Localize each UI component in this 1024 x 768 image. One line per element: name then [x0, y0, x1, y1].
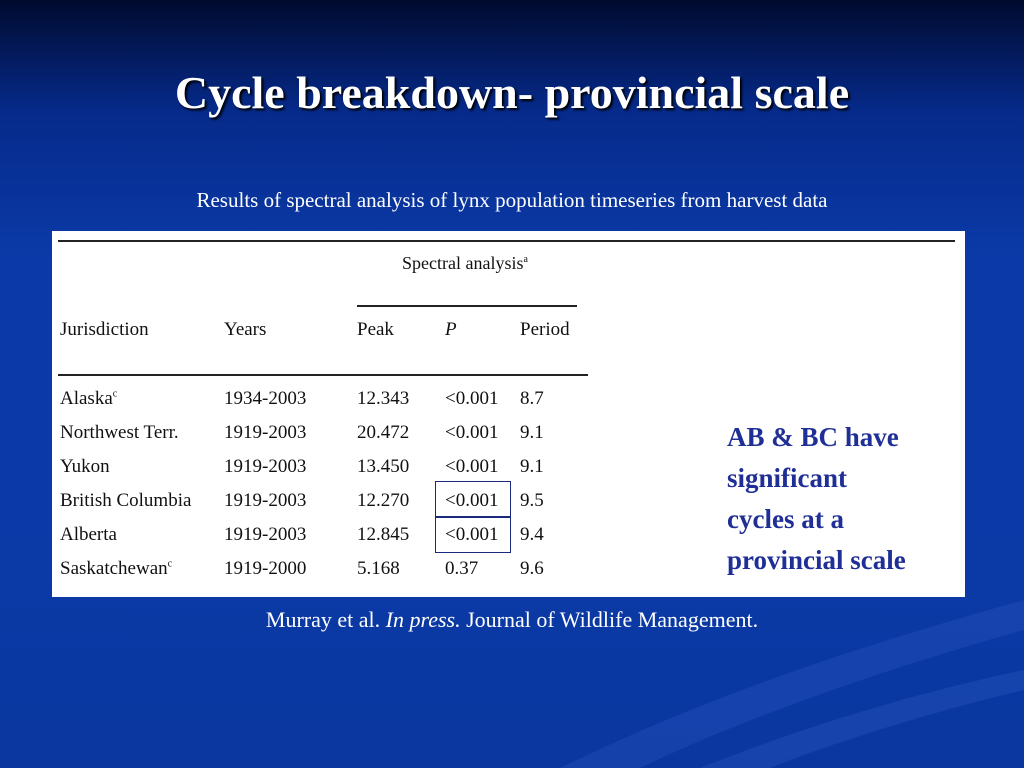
- cell-jurisdiction: Alaskac: [60, 388, 118, 409]
- column-header-p: P: [445, 319, 457, 340]
- cell-p: 0.37: [445, 558, 479, 579]
- callout-line: significant: [727, 463, 848, 493]
- cell-p: <0.001: [445, 388, 499, 409]
- spectral-analysis-header: Spectral analysisa: [402, 253, 528, 273]
- cell-period: 9.1: [520, 422, 544, 443]
- cell-peak: 5.168: [357, 558, 400, 579]
- callout-line: cycles at a: [727, 504, 844, 534]
- citation-journal: Journal of Wildlife Management.: [466, 607, 759, 632]
- callout-text: AB & BC have significant cycles at a pro…: [727, 417, 967, 581]
- cell-period: 9.6: [520, 558, 544, 579]
- cell-p: <0.001: [445, 422, 499, 443]
- column-header-period: Period: [520, 319, 570, 340]
- cell-period: 9.5: [520, 490, 544, 511]
- callout-line: provincial scale: [727, 545, 906, 575]
- cell-years: 1934-2003: [224, 388, 307, 409]
- cell-years: 1919-2003: [224, 422, 307, 443]
- cell-period: 9.1: [520, 456, 544, 477]
- highlight-box-bc: [435, 481, 511, 517]
- column-header-peak: Peak: [357, 319, 394, 340]
- citation-status: In press.: [385, 607, 461, 632]
- cell-peak: 12.343: [357, 388, 410, 409]
- cell-period: 9.4: [520, 524, 544, 545]
- cell-years: 1919-2003: [224, 456, 307, 477]
- cell-jurisdiction: Saskatchewanc: [60, 558, 173, 579]
- cell-years: 1919-2000: [224, 558, 307, 579]
- cell-p: <0.001: [445, 456, 499, 477]
- cell-peak: 13.450: [357, 456, 410, 477]
- header-bottom-rule: [58, 374, 588, 376]
- cell-p: <0.001: [445, 524, 499, 545]
- slide-title: Cycle breakdown- provincial scale: [174, 67, 850, 118]
- cell-peak: 12.270: [357, 490, 410, 511]
- cell-years: 1919-2003: [224, 490, 307, 511]
- group-header-rule: [357, 305, 577, 307]
- table-image-panel: Spectral analysisa Jurisdiction Years Pe…: [52, 231, 965, 597]
- citation-authors: Murray et al.: [265, 607, 381, 632]
- slide-subtitle: Results of spectral analysis of lynx pop…: [196, 188, 828, 212]
- cell-peak: 12.845: [357, 524, 410, 545]
- highlight-box-ab: [435, 517, 511, 553]
- cell-p: <0.001: [445, 490, 499, 511]
- column-header-jurisdiction: Jurisdiction: [60, 319, 149, 340]
- cell-peak: 20.472: [357, 422, 410, 443]
- cell-years: 1919-2003: [224, 524, 307, 545]
- citation: Murray et al. In press. Journal of Wildl…: [0, 607, 1024, 633]
- cell-jurisdiction: Yukon: [60, 456, 110, 477]
- right-arrow-icon: [571, 486, 716, 550]
- cell-jurisdiction: British Columbia: [60, 490, 192, 511]
- cell-jurisdiction: Alberta: [60, 524, 117, 545]
- cell-period: 8.7: [520, 388, 544, 409]
- cell-jurisdiction: Northwest Terr.: [60, 422, 179, 443]
- table-top-rule: [58, 240, 955, 242]
- column-header-years: Years: [224, 319, 267, 340]
- callout-line: AB & BC have: [727, 422, 899, 452]
